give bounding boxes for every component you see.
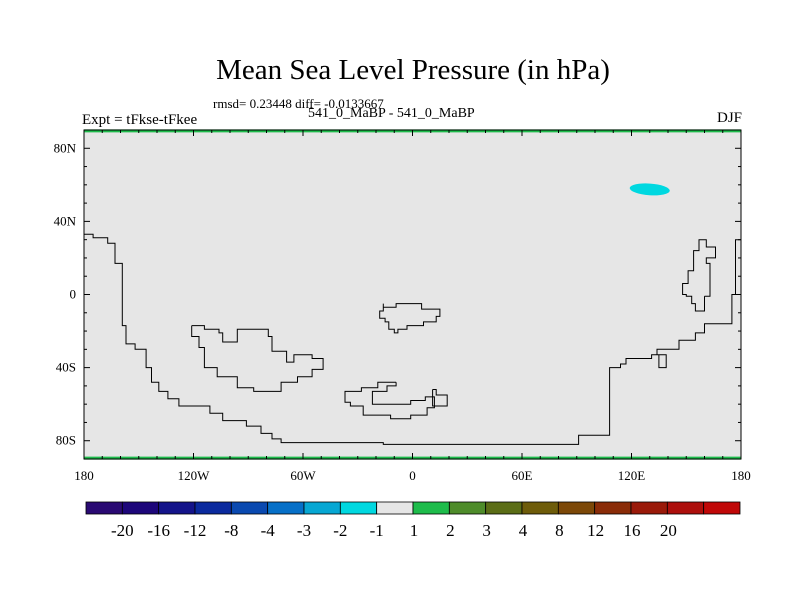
colorbar-swatch (121, 501, 160, 515)
colorbar-label: -1 (370, 521, 384, 540)
y-tick-label: 80N (54, 140, 77, 155)
x-tick-label: 60E (512, 468, 533, 483)
colorbar-swatch (85, 501, 123, 515)
field-background (84, 130, 741, 459)
x-tick-label: 180 (74, 468, 94, 483)
y-tick-label: 40N (54, 213, 77, 228)
colorbar-swatch (448, 501, 487, 515)
colorbar-label: -16 (147, 521, 170, 540)
colorbar-swatch (303, 501, 341, 515)
x-tick-label: 60W (290, 468, 316, 483)
colorbar-swatch (158, 501, 196, 515)
coastline (432, 389, 448, 407)
colorbar-label: 20 (660, 521, 677, 540)
colorbar-swatch (267, 501, 305, 515)
x-tick-label: 120W (178, 468, 211, 483)
colorbar-label: -12 (184, 521, 207, 540)
experiment-label: Expt = tFkse-tFkee (82, 112, 198, 128)
colorbar-swatch (485, 501, 523, 515)
colorbar-swatch (666, 501, 705, 515)
colorbar-swatch (339, 501, 378, 515)
coastline (344, 381, 435, 420)
y-tick-label: 0 (70, 287, 77, 302)
season-label: DJF (716, 110, 742, 126)
x-tick-label: 120E (618, 468, 646, 483)
colorbar-swatch (521, 501, 559, 515)
colorbar-swatch (376, 501, 414, 515)
colorbar-label: -8 (224, 521, 238, 540)
colorbar-label: -2 (333, 521, 347, 540)
coastline (682, 239, 716, 312)
colorbar-label: 2 (446, 521, 455, 540)
x-tick-label: 0 (409, 468, 416, 483)
colorbar-swatch (594, 501, 632, 515)
colorbar-label: -3 (297, 521, 311, 540)
x-tick-label: 180 (731, 468, 751, 483)
colorbar-label: 1 (410, 521, 419, 540)
colorbar-swatch (194, 501, 232, 515)
chart-title: Mean Sea Level Pressure (in hPa) (216, 54, 610, 86)
colorbar-swatch (630, 501, 668, 515)
colorbar-swatch (703, 501, 741, 515)
colorbar-label: -4 (261, 521, 276, 540)
colorbar-label: 3 (482, 521, 491, 540)
colorbar-swatch (230, 501, 269, 515)
coastline (379, 303, 441, 334)
colorbar-label: 8 (555, 521, 564, 540)
colorbar-label: 16 (624, 521, 641, 540)
y-tick-label: 40S (56, 360, 76, 375)
case-label: 541_0_MaBP - 541_0_MaBP (308, 106, 475, 121)
colorbar-label: -20 (111, 521, 134, 540)
coastline (191, 325, 324, 392)
y-tick-label: 80S (56, 433, 76, 448)
coastline (84, 233, 741, 445)
colorbar-label: 4 (519, 521, 528, 540)
stats-text: rmsd= 0.23448 diff= -0.0133667 (213, 96, 384, 111)
colorbar-label: 12 (587, 521, 604, 540)
anomaly-patch (629, 183, 670, 196)
colorbar-swatch (412, 501, 450, 515)
colorbar-swatch (557, 501, 596, 515)
